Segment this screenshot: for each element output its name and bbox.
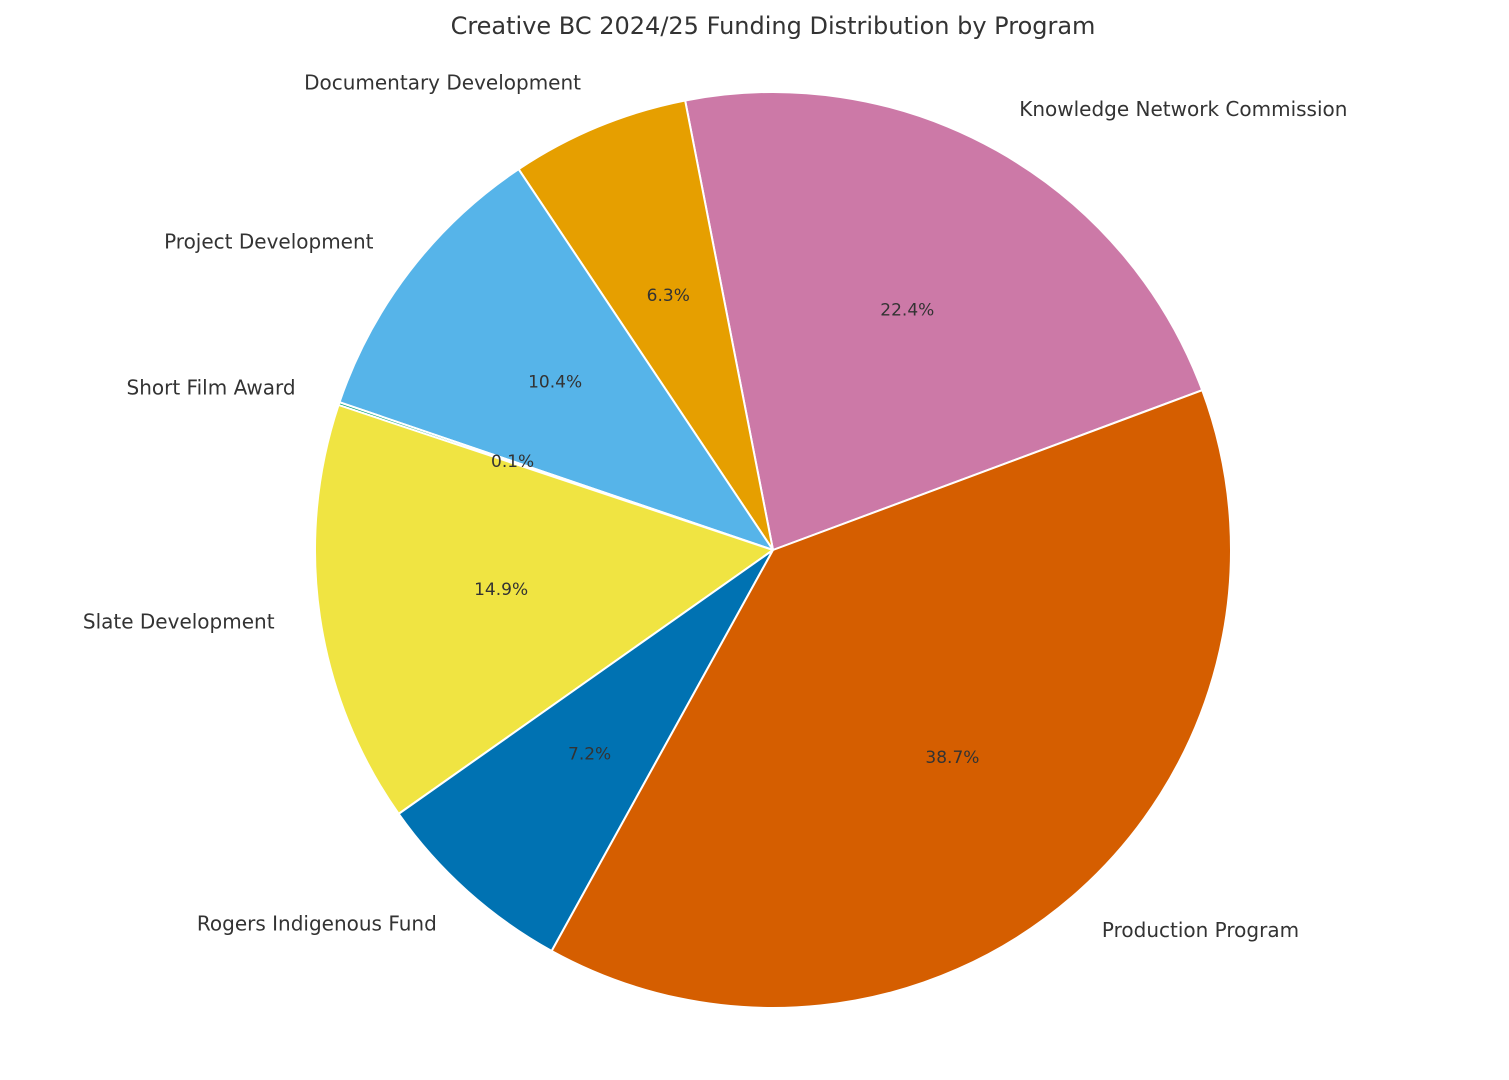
slice-label-knowledge-network-commission: Knowledge Network Commission <box>1019 97 1347 121</box>
slice-percent-documentary-development: 6.3% <box>647 286 690 306</box>
pie-slice-project-development <box>338 167 776 552</box>
pie-slice-production-program <box>550 388 1232 1009</box>
slice-percent-production-program: 38.7% <box>925 748 979 768</box>
chart-title: Creative BC 2024/25 Funding Distribution… <box>451 12 1096 40</box>
pie-slice-rogers-indigenous-fund <box>397 549 774 953</box>
slice-percent-knowledge-network-commission: 22.4% <box>880 300 934 320</box>
slice-label-documentary-development: Documentary Development <box>304 71 581 95</box>
slice-label-slate-development: Slate Development <box>83 610 275 634</box>
labels-layer: Knowledge Network Commission 22.4% Documen… <box>83 71 1348 942</box>
pie-slice-documentary-development <box>517 99 774 551</box>
slice-percent-rogers-indigenous-fund: 7.2% <box>568 745 611 765</box>
slice-label-rogers-indigenous-fund: Rogers Indigenous Fund <box>197 912 437 936</box>
slice-percent-project-development: 10.4% <box>528 373 582 393</box>
slice-label-production-program: Production Program <box>1102 918 1299 942</box>
slice-percent-slate-development: 14.9% <box>474 580 528 600</box>
slice-percent-short-film-award: 0.1% <box>491 452 534 472</box>
pie-slice-knowledge-network-commission <box>683 91 1204 552</box>
slice-label-project-development: Project Development <box>164 230 374 254</box>
pie-slice-slate-development <box>314 403 776 816</box>
slices-layer <box>314 91 1232 1009</box>
slice-label-short-film-award: Short Film Award <box>127 375 296 399</box>
